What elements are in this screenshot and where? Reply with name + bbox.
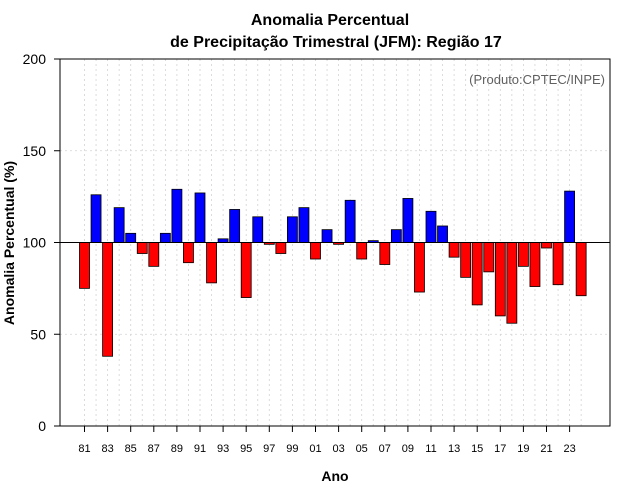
bars — [79, 188, 587, 357]
x-tick-label: 99 — [286, 443, 298, 455]
x-tick-label: 81 — [78, 443, 90, 455]
x-tick-label: 95 — [240, 443, 252, 455]
x-tick-label: 21 — [540, 443, 552, 455]
x-tick-label: 97 — [263, 443, 275, 455]
bar-07 — [379, 242, 391, 265]
bar-83 — [102, 242, 113, 357]
bar-11 — [425, 210, 437, 243]
y-axis-label: Anomalia Percentual (%) — [1, 161, 17, 325]
plot-frame — [59, 58, 611, 427]
y-axis: 0 50 100 150 200 — [23, 51, 60, 434]
bar-17 — [494, 242, 506, 317]
x-tick-label: 07 — [379, 443, 391, 455]
bar-12 — [437, 225, 448, 243]
x-tick-label: 13 — [448, 443, 460, 455]
bar-04 — [344, 199, 356, 243]
bar-88 — [159, 232, 171, 243]
y-tick-label: 0 — [38, 418, 46, 434]
bar-86 — [136, 242, 148, 254]
bar-02 — [321, 229, 333, 243]
x-tick-label: 87 — [148, 443, 160, 455]
bar-84 — [113, 207, 125, 243]
x-axis-label: Ano — [321, 468, 348, 484]
x-axis: 81 83 85 87 89 91 93 95 97 99 01 03 05 07 09 11 13 15 17 19… — [78, 426, 576, 455]
bar-10 — [414, 242, 425, 293]
bar-87 — [148, 242, 160, 267]
x-tick-label: 19 — [517, 443, 529, 455]
bar-94 — [229, 209, 241, 243]
chart-title-line2: de Precipitação Trimestral (JFM): Região… — [170, 34, 502, 51]
chart-title-line1: Anomalia Percentual — [251, 12, 409, 29]
bar-89 — [171, 188, 183, 243]
x-tick-label: 91 — [194, 443, 206, 455]
bar-08 — [390, 229, 402, 243]
bar-92 — [206, 242, 217, 284]
bar-00 — [298, 207, 310, 243]
bar-15 — [471, 242, 483, 306]
x-tick-label: 01 — [309, 443, 321, 455]
y-tick-label: 200 — [23, 51, 47, 67]
bar-95 — [240, 242, 252, 298]
bar-19 — [518, 242, 529, 267]
bar-91 — [194, 192, 206, 243]
x-tick-label: 11 — [425, 443, 436, 455]
bar-13 — [448, 242, 460, 258]
bar-85 — [125, 232, 137, 243]
x-tick-label: 17 — [494, 443, 506, 455]
bar-24 — [575, 242, 587, 297]
bar-20 — [529, 242, 541, 287]
x-tick-label: 85 — [125, 443, 137, 455]
bar-23 — [564, 190, 575, 243]
bar-82 — [90, 194, 102, 243]
bar-01 — [310, 242, 321, 260]
y-tick-label: 100 — [23, 235, 47, 251]
grid — [60, 58, 610, 427]
credit-label: (Produto:CPTEC/INPE) — [469, 72, 605, 87]
bar-81 — [79, 242, 90, 289]
x-tick-label: 89 — [171, 443, 183, 455]
y-tick-label: 50 — [30, 326, 46, 342]
x-tick-label: 83 — [101, 443, 113, 455]
bar-99 — [286, 216, 298, 243]
x-tick-label: 93 — [217, 443, 229, 455]
x-tick-label: 09 — [402, 443, 414, 455]
bar-96 — [252, 216, 264, 243]
x-tick-label: 23 — [563, 443, 575, 455]
bar-09 — [402, 198, 414, 243]
x-tick-label: 15 — [471, 443, 483, 455]
bar-21 — [541, 242, 552, 249]
bar-16 — [483, 242, 495, 273]
bar-22 — [552, 242, 564, 286]
x-tick-label: 05 — [356, 443, 368, 455]
bar-90 — [183, 242, 194, 264]
bar-93 — [217, 238, 229, 243]
bar-05 — [356, 242, 368, 260]
bar-98 — [275, 242, 287, 254]
y-tick-label: 150 — [23, 143, 47, 159]
bar-14 — [460, 242, 472, 278]
x-tick-label: 03 — [332, 443, 344, 455]
bar-18 — [506, 242, 518, 324]
